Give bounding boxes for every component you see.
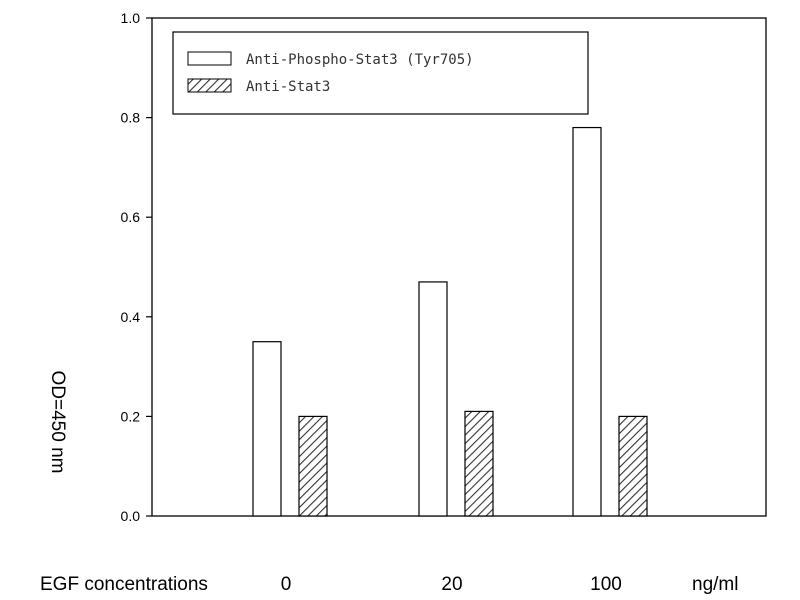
bars bbox=[252, 126, 648, 517]
bar-stat3 bbox=[298, 415, 328, 517]
legend-label-phospho: Anti-Phospho-Stat3 (Tyr705) bbox=[246, 52, 474, 68]
legend-swatch-phospho bbox=[187, 51, 232, 66]
y-tick-label: 1.0 bbox=[121, 10, 141, 26]
y-tick-label: 0.4 bbox=[121, 309, 141, 325]
bar-phospho-stat3 bbox=[252, 341, 282, 517]
bar-phospho-stat3 bbox=[418, 281, 448, 517]
x-axis-unit: ng/ml bbox=[692, 574, 738, 595]
bar-stat3 bbox=[618, 415, 648, 517]
x-category-label: 20 bbox=[441, 574, 462, 595]
y-tick-label: 0.0 bbox=[121, 508, 141, 524]
y-axis-title: OD=450 nm bbox=[47, 371, 68, 474]
legend-label-stat3: Anti-Stat3 bbox=[246, 79, 330, 95]
bar-stat3 bbox=[464, 410, 494, 517]
legend-swatch-stat3 bbox=[187, 78, 232, 93]
x-axis-labels: 0 20 100 bbox=[281, 574, 622, 595]
y-tick-label: 0.2 bbox=[121, 408, 141, 424]
x-category-label: 0 bbox=[281, 574, 292, 595]
y-tick-label: 0.8 bbox=[121, 110, 141, 126]
y-axis: 0.0 0.2 0.4 0.6 0.8 1.0 bbox=[121, 10, 152, 524]
x-category-label: 100 bbox=[590, 574, 622, 595]
legend: Anti-Phospho-Stat3 (Tyr705) Anti-Stat3 bbox=[172, 31, 589, 115]
x-axis-title: EGF concentrations bbox=[40, 574, 208, 595]
bar-phospho-stat3 bbox=[572, 126, 602, 517]
y-tick-label: 0.6 bbox=[121, 209, 141, 225]
plot-frame bbox=[151, 17, 767, 517]
legend-box bbox=[172, 31, 589, 115]
